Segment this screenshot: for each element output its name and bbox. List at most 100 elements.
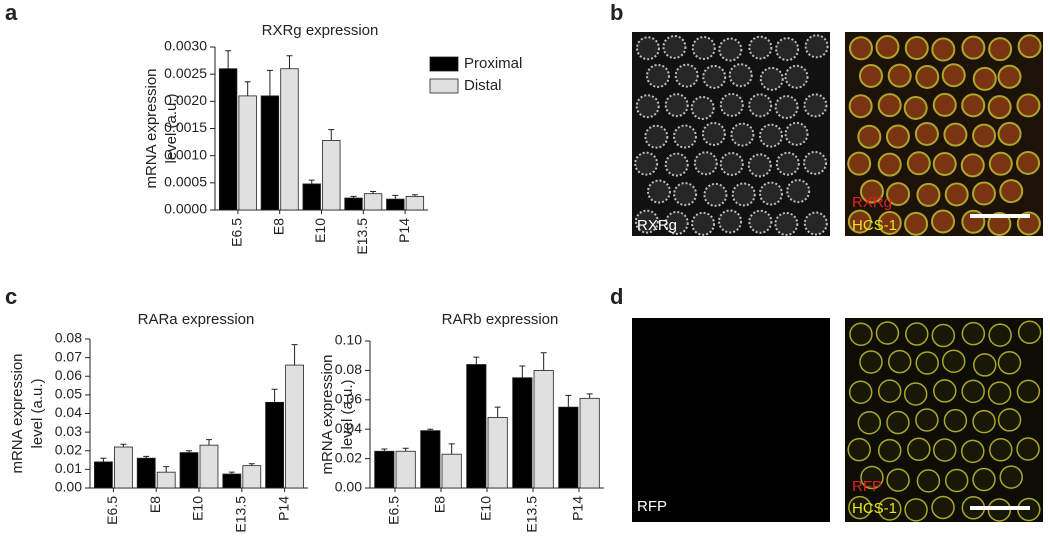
error-bar bbox=[244, 81, 251, 96]
error-bar bbox=[291, 344, 298, 366]
cell bbox=[877, 152, 902, 177]
bar bbox=[363, 193, 383, 211]
cell bbox=[691, 211, 716, 236]
y-tick-label: 0.0015 bbox=[164, 119, 207, 135]
micrograph bbox=[632, 318, 830, 522]
cell bbox=[848, 380, 873, 404]
cell bbox=[672, 124, 697, 149]
cell bbox=[999, 465, 1023, 489]
x-tick-label: E8 bbox=[147, 496, 163, 513]
cell bbox=[857, 410, 882, 435]
panel-label: b bbox=[610, 0, 623, 25]
error-bar bbox=[381, 448, 388, 452]
cell bbox=[944, 182, 969, 207]
error-bar bbox=[205, 439, 212, 446]
cell bbox=[931, 37, 956, 62]
cell bbox=[960, 153, 985, 178]
x-tick-label: E6.5 bbox=[229, 218, 245, 247]
cell bbox=[989, 438, 1013, 462]
bar bbox=[136, 457, 156, 489]
cell bbox=[803, 211, 828, 236]
cell bbox=[914, 121, 939, 146]
cell bbox=[904, 211, 929, 236]
cell bbox=[988, 323, 1012, 347]
y-tick-label: 0.0025 bbox=[164, 65, 207, 81]
cell bbox=[988, 151, 1013, 176]
cell bbox=[972, 123, 997, 148]
y-tick-label: 0.04 bbox=[55, 404, 82, 420]
bar bbox=[579, 397, 600, 489]
cell bbox=[664, 93, 689, 118]
bar bbox=[558, 406, 579, 489]
y-tick-label: 0.08 bbox=[55, 330, 82, 346]
x-tick-label: E6.5 bbox=[386, 496, 402, 525]
cell bbox=[931, 323, 956, 348]
cell bbox=[690, 95, 715, 120]
cell bbox=[803, 150, 828, 175]
cell bbox=[887, 63, 912, 88]
image-label: RFP bbox=[637, 498, 667, 515]
cell bbox=[987, 211, 1012, 236]
y-axis-label: mRNA expression bbox=[319, 354, 336, 474]
cell bbox=[784, 64, 809, 89]
cell bbox=[904, 36, 929, 61]
error-bar bbox=[370, 191, 377, 194]
cell bbox=[719, 92, 744, 117]
cell bbox=[645, 63, 670, 88]
cell bbox=[702, 64, 727, 89]
cell bbox=[730, 122, 755, 147]
cell bbox=[848, 495, 872, 520]
cell bbox=[759, 66, 784, 91]
y-axis-label: mRNA expression bbox=[143, 68, 160, 188]
cell bbox=[673, 182, 698, 207]
cell bbox=[703, 182, 728, 207]
y-tick-label: 0.10 bbox=[335, 332, 362, 348]
cell bbox=[701, 121, 726, 146]
error-bar bbox=[100, 457, 107, 462]
error-bar bbox=[271, 388, 278, 403]
cell bbox=[971, 181, 996, 206]
y-tick-label: 0.02 bbox=[55, 441, 82, 457]
error-bar bbox=[308, 179, 315, 184]
cell bbox=[931, 495, 955, 520]
cell bbox=[997, 121, 1022, 146]
error-bar bbox=[448, 443, 455, 455]
y-tick-label: 0.06 bbox=[335, 391, 362, 407]
cell bbox=[731, 182, 756, 207]
panel-label: c bbox=[5, 284, 17, 309]
cell bbox=[943, 122, 968, 147]
cell bbox=[906, 151, 931, 176]
cell bbox=[875, 34, 900, 59]
panel-label: d bbox=[610, 284, 623, 309]
cell bbox=[973, 353, 997, 377]
cell bbox=[719, 151, 744, 176]
chart-title: RARa expression bbox=[138, 311, 255, 328]
y-tick-label: 0.06 bbox=[55, 367, 82, 383]
cell bbox=[886, 468, 910, 492]
panel-label: a bbox=[5, 0, 18, 25]
x-tick-label: E6.5 bbox=[104, 496, 120, 525]
bar bbox=[280, 68, 299, 211]
cell bbox=[775, 37, 800, 62]
error-bar bbox=[540, 352, 547, 371]
error-bar bbox=[392, 194, 399, 200]
chart-title: RXRg expression bbox=[262, 22, 379, 39]
y-tick-label: 0.0020 bbox=[164, 92, 207, 108]
cell bbox=[915, 408, 939, 432]
cell bbox=[916, 182, 941, 207]
cell bbox=[903, 95, 928, 120]
cell bbox=[634, 209, 659, 234]
error-bar bbox=[402, 447, 409, 452]
error-bar bbox=[186, 450, 193, 453]
cell bbox=[662, 34, 687, 59]
cell bbox=[932, 92, 957, 117]
cell bbox=[972, 409, 996, 434]
cell bbox=[664, 152, 689, 177]
y-tick-label: 0.0030 bbox=[164, 38, 207, 54]
cell bbox=[903, 382, 928, 406]
bar bbox=[395, 450, 416, 489]
cell bbox=[943, 408, 968, 433]
error-bar bbox=[286, 55, 293, 69]
cell bbox=[804, 34, 829, 59]
bar bbox=[466, 364, 487, 489]
